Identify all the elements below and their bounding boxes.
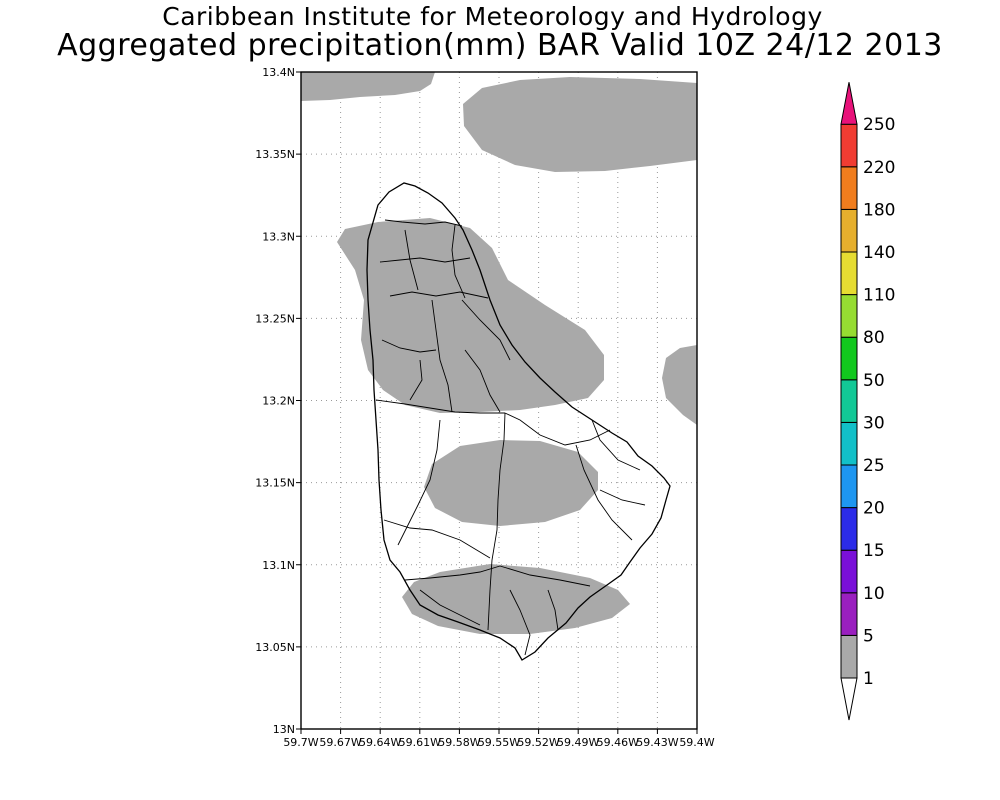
- y-tick-label: 13.3N: [262, 230, 295, 243]
- colorbar-label: 30: [863, 413, 885, 433]
- x-tick-label: 59.46W: [597, 736, 639, 749]
- y-tick-label: 13.05N: [255, 641, 295, 654]
- y-tick-label: 13.35N: [255, 148, 295, 161]
- y-axis: 13N 13.05N 13.1N 13.15N 13.2N 13.25N 13.3N 13.3…: [255, 66, 301, 736]
- colorbar-label: 15: [863, 541, 885, 561]
- y-tick-label: 13N: [273, 723, 295, 736]
- x-axis: 59.7W 59.67W59.64W59.61W59.58W59.55W59.52…: [283, 729, 715, 749]
- y-tick-label: 13.1N: [262, 559, 295, 572]
- colorbar-segment: [840, 208, 858, 253]
- precip-area-south: [402, 564, 630, 634]
- colorbar-label: 10: [863, 584, 885, 604]
- y-tick-label: 13.2N: [262, 395, 295, 408]
- y-tick-label: 13.25N: [255, 312, 295, 325]
- colorbar-label: 110: [863, 286, 895, 306]
- parish-boundaries: [375, 219, 646, 656]
- colorbar-segment: [840, 251, 858, 296]
- colorbar-segment: [840, 336, 858, 381]
- precip-area-central: [424, 440, 598, 526]
- x-tick-label: 59.58W: [438, 736, 480, 749]
- colorbar-segment: [840, 549, 858, 594]
- colorbar-label: 1: [863, 669, 874, 689]
- x-tick-label: 59.55W: [478, 736, 520, 749]
- x-tick-label: 59.52W: [517, 736, 559, 749]
- y-tick-label: 13.15N: [255, 477, 295, 490]
- colorbar-label: 250: [863, 115, 895, 135]
- x-tick-label: 59.49W: [557, 736, 599, 749]
- x-tick-label: 59.64W: [359, 736, 401, 749]
- colorbar-label: 220: [863, 158, 895, 178]
- island-outline: [366, 182, 671, 661]
- precip-area-east: [662, 345, 697, 425]
- colorbar-label: 5: [863, 626, 874, 646]
- colorbar-label: 20: [863, 499, 885, 519]
- colorbar-over-triangle: [840, 82, 858, 125]
- chart-title-product: Aggregated precipitation(mm) BAR Valid 1…: [57, 28, 943, 63]
- colorbar-label: 140: [863, 243, 895, 263]
- colorbar-segment: [840, 634, 858, 679]
- x-tick-label: 59.61W: [399, 736, 441, 749]
- colorbar-segment: [840, 123, 858, 168]
- precip-area-northeast: [463, 77, 697, 172]
- colorbar-segment: [840, 592, 858, 636]
- colorbar-segment: [840, 379, 858, 423]
- colorbar-label: 80: [863, 328, 885, 348]
- colorbar-label: 25: [863, 456, 885, 476]
- x-tick-label: 59.4W: [679, 736, 714, 749]
- colorbar-segment: [840, 507, 858, 551]
- x-tick-label: 59.7W: [283, 736, 318, 749]
- chart-title-institute: Caribbean Institute for Meteorology and …: [162, 2, 823, 31]
- precip-area-northwest: [301, 72, 435, 101]
- colorbar-segment: [840, 166, 858, 210]
- x-tick-label: 59.67W: [319, 736, 361, 749]
- colorbar-under-triangle: [840, 677, 858, 721]
- x-tick-label: 59.43W: [636, 736, 678, 749]
- y-tick-label: 13.4N: [262, 66, 295, 79]
- colorbar-segment: [840, 421, 858, 466]
- precip-area-north-island: [337, 218, 604, 413]
- colorbar-segment: [840, 464, 858, 509]
- colorbar-segment: [840, 294, 858, 338]
- colorbar-label: 50: [863, 371, 885, 391]
- colorbar-label: 180: [863, 200, 895, 220]
- precip-areas: [301, 72, 697, 634]
